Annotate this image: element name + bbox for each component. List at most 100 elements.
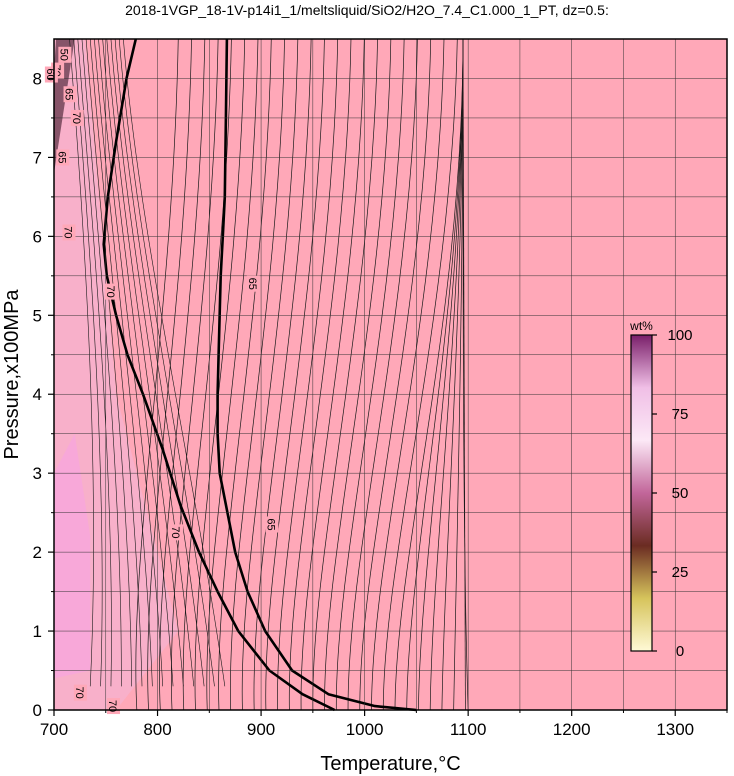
contour-label-text: 70 (104, 285, 116, 297)
contour-label-text: 70 (106, 700, 118, 712)
contour-label-text: 50 (57, 49, 69, 61)
y-tick-label: 7 (33, 148, 42, 167)
colorbar-tick-label: 100 (667, 327, 692, 344)
x-tick-label: 1200 (553, 720, 591, 739)
contour-label: 70 (73, 684, 87, 701)
contour-label-text: 65 (264, 518, 276, 530)
y-tick-label: 1 (33, 622, 42, 641)
contour-line (441, 38, 464, 711)
contour-label-bg (246, 275, 260, 292)
contour-line (453, 38, 464, 711)
contour-label: 60 (44, 66, 58, 83)
colorbar-tick-label: 0 (676, 643, 684, 660)
contour-line (123, 38, 226, 687)
contour-line (324, 38, 392, 711)
contour-label-text: 60 (44, 68, 56, 80)
contour-label-bg (265, 516, 279, 533)
contour-line (147, 38, 192, 711)
colorbar-tick-label: 75 (672, 406, 689, 423)
contour-line (102, 38, 174, 687)
contour-line (98, 38, 164, 687)
contour-line (406, 38, 464, 711)
contour-label: 65 (63, 86, 77, 103)
contour-label: 50 (57, 46, 72, 63)
contour-label-text: 70 (169, 526, 181, 538)
contour-line (182, 38, 232, 711)
contour-label: 70 (169, 524, 184, 541)
x-tick-label: 1000 (346, 720, 384, 739)
y-tick-label: 3 (33, 464, 42, 483)
contour-line (170, 38, 219, 711)
contour-line (429, 38, 464, 711)
contour-label-text: 65 (246, 278, 258, 290)
contour-line (394, 38, 464, 711)
thin-contours (69, 38, 469, 711)
contour-label-text: 65 (63, 88, 75, 100)
contour-label: 65 (264, 516, 279, 533)
contour-line (265, 38, 325, 711)
contour-line (288, 38, 352, 711)
x-tick-label: 1300 (656, 720, 694, 739)
contour-label-bg (104, 283, 118, 300)
contour-line (462, 38, 469, 711)
y-tick-label: 0 (33, 701, 42, 720)
colorbar-tick-label: 50 (672, 485, 689, 502)
contour-line (159, 38, 206, 711)
x-tick-label: 900 (247, 720, 275, 739)
plot-background (54, 39, 727, 710)
contour-line (347, 38, 418, 711)
y-tick-label: 2 (33, 543, 42, 562)
contour-line (89, 38, 143, 687)
contour-label-bg (73, 684, 87, 701)
y-tick-label: 8 (33, 69, 42, 88)
plot-frame (53, 38, 728, 711)
contour-line (382, 38, 458, 711)
y-axis-label: Pressure,x100MPa (1, 289, 23, 460)
contour-line (300, 38, 365, 711)
contour-label-bg (62, 224, 76, 241)
x-tick-label: 800 (143, 720, 171, 739)
contour-line (194, 38, 246, 711)
contour-line (335, 38, 405, 711)
contour-label-text: 70 (70, 112, 82, 124)
contour-label: 70 (70, 109, 84, 126)
chart-title: 2018-1VGP_18-1V-p14i1_1/meltsliquid/SiO2… (125, 2, 609, 18)
x-axis-label: Temperature,°C (320, 753, 460, 775)
contour-line (253, 38, 312, 711)
contour-label-bg (58, 46, 72, 63)
x-tick-label: 700 (40, 720, 68, 739)
contour-line (118, 38, 215, 687)
contour-label: 70 (61, 224, 76, 241)
colorbar: wt% 0 25 50 75 100 (629, 319, 692, 660)
contour-label-bg (56, 149, 70, 166)
contour-line (81, 38, 122, 687)
contour-line (230, 38, 285, 711)
contour-line (371, 38, 445, 711)
contour-labels: 70506065706570706570657070 (44, 46, 279, 715)
grid (54, 39, 728, 710)
contour-label-bg (70, 109, 84, 126)
contour-line (218, 38, 272, 711)
contour-label-text: 65 (55, 151, 67, 163)
contour-label-text: 70 (61, 226, 73, 238)
y-tick-label: 5 (33, 306, 42, 325)
contour-line (312, 38, 378, 711)
contour-line (277, 38, 339, 711)
colorbar-bar (630, 334, 653, 652)
contour-label-bg (63, 86, 77, 103)
x-tick-label: 1100 (450, 720, 487, 739)
contour-label-text: 70 (73, 687, 85, 699)
y-tick-label: 6 (33, 227, 42, 246)
contour-label: 70 (104, 283, 118, 300)
contour-line (359, 38, 432, 711)
contour-label: 65 (55, 149, 70, 166)
contour-line (418, 38, 464, 711)
contour-line (85, 38, 132, 687)
contour-line (94, 38, 153, 687)
contour-label-bg (170, 524, 184, 541)
high-silica-region (54, 433, 91, 679)
contour-label: 70 (106, 698, 121, 715)
contour-line (77, 38, 112, 687)
